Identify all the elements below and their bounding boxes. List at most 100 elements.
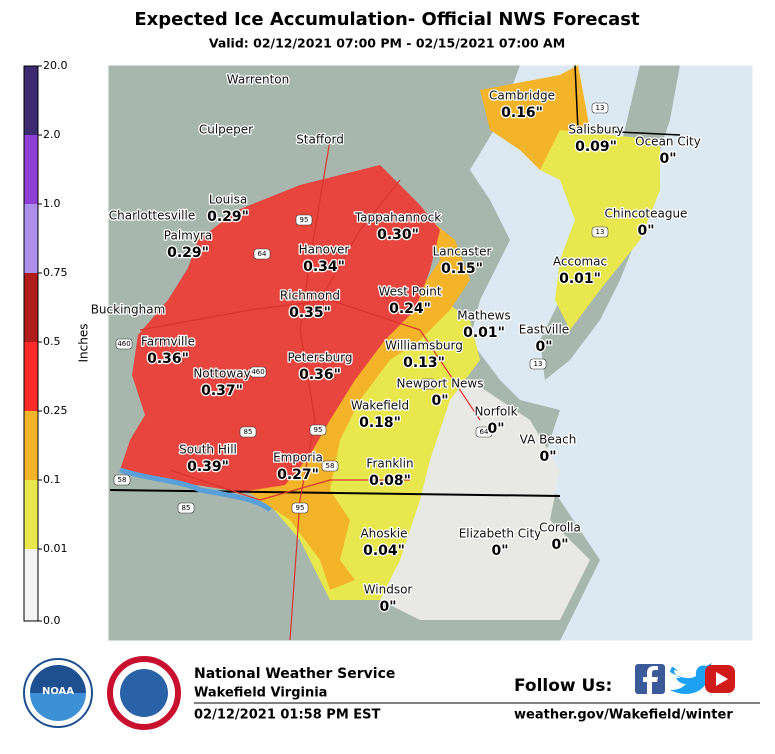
place-name: Nottoway [193, 367, 250, 381]
ice-amount: 0.35" [289, 305, 331, 321]
color-swatch [24, 411, 38, 480]
place-name: Farmville [141, 335, 195, 349]
place-name: Tappahannock [354, 211, 441, 225]
shield-number: 95 [314, 426, 323, 434]
place-name: Newport News [396, 377, 483, 391]
noaa-text: NOAA [42, 686, 74, 697]
shield-bg [475, 426, 493, 438]
state-border [109, 489, 561, 497]
ice-amount: 0" [637, 223, 654, 239]
shield-number: 460 [117, 340, 130, 348]
legend-tick-label: 2.0 [43, 128, 61, 141]
place-name: Emporia [273, 451, 323, 465]
ice-amount: 0.27" [277, 467, 319, 483]
place-name: Chincoteague [605, 207, 688, 221]
shield-bg [249, 366, 267, 378]
shield-bg [591, 102, 609, 114]
shield-number: 58 [118, 476, 127, 484]
url: weather.gov/Wakefield/winter [514, 708, 733, 723]
color-swatch [24, 204, 38, 273]
shield-bg [113, 474, 131, 486]
ice-amount: 0" [535, 339, 552, 355]
colorbar-frame [23, 65, 39, 622]
color-swatch [24, 480, 38, 549]
color-swatch [24, 273, 38, 342]
shield-bg [291, 502, 309, 514]
noaa-logo-top [30, 665, 86, 693]
place-name: Elizabeth City [459, 527, 542, 541]
ice-amount: 0.36" [147, 351, 189, 367]
place-name: Culpeper [199, 123, 253, 137]
office-name: Wakefield Virginia [194, 686, 327, 701]
ice-zone-red [120, 165, 440, 492]
ice-amount: 0" [379, 599, 396, 615]
place-name: Lancaster [433, 245, 492, 259]
place-name: Salisbury [568, 123, 623, 137]
shield-bg [295, 214, 313, 226]
twitter-icon[interactable] [670, 663, 713, 694]
ice-amount: 0" [659, 151, 676, 167]
shield-bg [321, 460, 339, 472]
place-name: Hanover [299, 243, 350, 257]
shield-bg [177, 502, 195, 514]
shield-bg [591, 226, 609, 238]
shield-bg [239, 426, 257, 438]
subtitle: Valid: 02/12/2021 07:00 PM - 02/15/2021 … [209, 36, 565, 51]
place-name: Warrenton [227, 73, 289, 87]
shield-number: 85 [182, 504, 191, 512]
ice-amount: 0" [487, 421, 504, 437]
youtube-glyph [716, 672, 728, 686]
map-frame [107, 64, 754, 642]
water [470, 65, 753, 641]
shield-number: 85 [244, 428, 253, 436]
ice-amount: 0.13" [403, 355, 445, 371]
color-swatch [24, 135, 38, 204]
shield-number: 58 [326, 462, 335, 470]
shield-number: 95 [296, 504, 305, 512]
place-name: Louisa [209, 193, 247, 207]
legend-tick-label: 1.0 [43, 197, 61, 210]
ice-amount: 0.01" [559, 271, 601, 287]
ice-amount: 0.30" [377, 227, 419, 243]
ice-amount: 0.36" [299, 367, 341, 383]
color-swatch [24, 66, 38, 135]
place-name: West Point [378, 285, 441, 299]
shield-bg [115, 338, 133, 350]
place-name: Corolla [539, 521, 581, 535]
place-name: Petersburg [287, 351, 352, 365]
legend-tick-label: 0.0 [43, 614, 61, 627]
legend-tick-label: 20.0 [43, 59, 68, 72]
place-name: Wakefield [351, 399, 409, 413]
place-name: Palmyra [164, 229, 212, 243]
shield-number: 64 [424, 380, 433, 388]
shield-number: 64 [258, 250, 267, 258]
org-name: National Weather Service [194, 666, 395, 682]
place-name: Windsor [364, 583, 413, 597]
ice-amount: 0.04" [363, 543, 405, 559]
facebook-glyph [643, 666, 658, 694]
noaa-logo-bottom [30, 693, 86, 721]
legend-tick-label: 0.25 [43, 404, 68, 417]
places: Warrenton Culpeper Stafford Charlottesville… [89, 71, 702, 616]
legend-tick-label: 0.1 [43, 473, 61, 486]
legend-tick-label: 0.5 [43, 335, 61, 348]
ice-amount: 0.18" [359, 415, 401, 431]
shield-number: 64 [480, 428, 489, 436]
ice-amount: 0.29" [207, 209, 249, 225]
ice-amount: 0.39" [187, 459, 229, 475]
legend-label: Inches [77, 324, 91, 363]
ice-amount: 0.37" [201, 383, 243, 399]
legend-tick-label: 0.01 [43, 542, 68, 555]
shield-number: 13 [534, 360, 543, 368]
place-name: Richmond [280, 289, 340, 303]
place-name: Ocean City [635, 135, 701, 149]
legend-tick-label: 0.75 [43, 266, 68, 279]
place-name: Charlottesville [109, 209, 195, 223]
place-name: Ahoskie [360, 527, 407, 541]
shield-bg [419, 378, 437, 390]
ice-amount: 0.08" [369, 473, 411, 489]
shield-bg [309, 424, 327, 436]
state-border [574, 64, 681, 136]
place-name: South Hill [179, 443, 237, 457]
